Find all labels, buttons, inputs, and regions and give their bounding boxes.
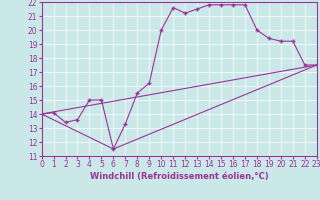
X-axis label: Windchill (Refroidissement éolien,°C): Windchill (Refroidissement éolien,°C) <box>90 172 268 181</box>
